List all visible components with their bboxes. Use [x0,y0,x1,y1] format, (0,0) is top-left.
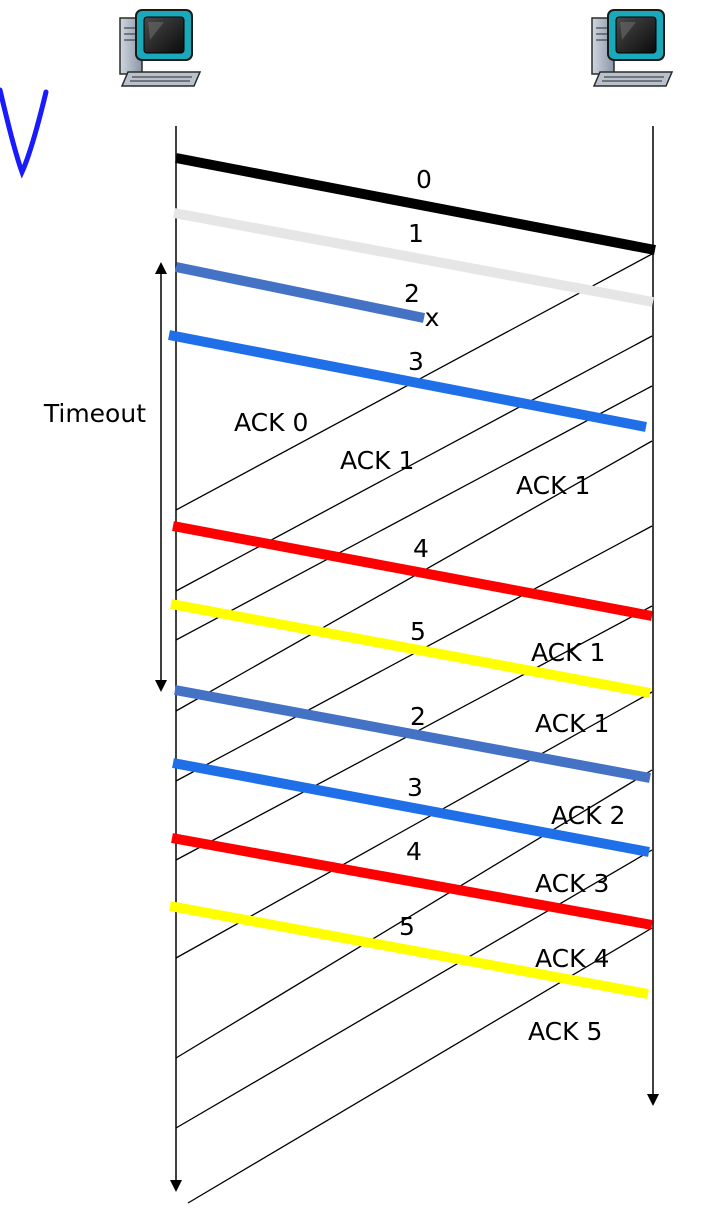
ack-label: ACK 0 [234,408,308,437]
segment-label: 4 [413,534,429,563]
ack-label: ACK 5 [528,1017,602,1046]
ack-label: ACK 1 [516,471,590,500]
ack-line [175,335,653,592]
data-segment-line [172,758,650,857]
segment-label: 5 [410,617,426,646]
timeout-label: Timeout [43,399,146,428]
data-segment-line [175,153,656,255]
ack-label: ACK 4 [535,944,609,973]
ack-line [175,385,653,641]
ack-label: ACK 3 [535,869,609,898]
ack-label: ACK 1 [535,709,609,738]
sender-computer-icon [119,9,201,87]
segment-label: 3 [407,773,423,802]
segment-label: 4 [406,837,422,866]
data-segment-line [169,901,649,999]
ack-line [175,769,653,1059]
data-segment-line [174,262,426,323]
ack-line [187,927,653,1204]
segment-label: 5 [399,912,415,941]
ack-label: ACK 1 [531,638,605,667]
segment-label: 2 [410,702,426,731]
ack-line [175,691,653,959]
data-segment-line [172,521,653,621]
partial-letter-decoration [0,87,49,179]
segment-label: 0 [416,165,432,194]
data-segment-line [171,833,653,930]
data-segment-line [174,685,651,783]
segment-loss-mark: x [425,303,440,332]
segment-label: 1 [408,219,424,248]
segment-label: 3 [408,347,424,376]
data-segment-line [173,208,654,307]
data-segment-line [170,599,651,698]
ack-label: ACK 1 [340,446,414,475]
segment-label: 2 [404,279,420,308]
data-segments [168,153,656,999]
data-segment-line [168,330,647,432]
ack-line [175,849,653,1129]
receiver-computer-icon [591,9,673,87]
ack-label: ACK 2 [551,801,625,830]
